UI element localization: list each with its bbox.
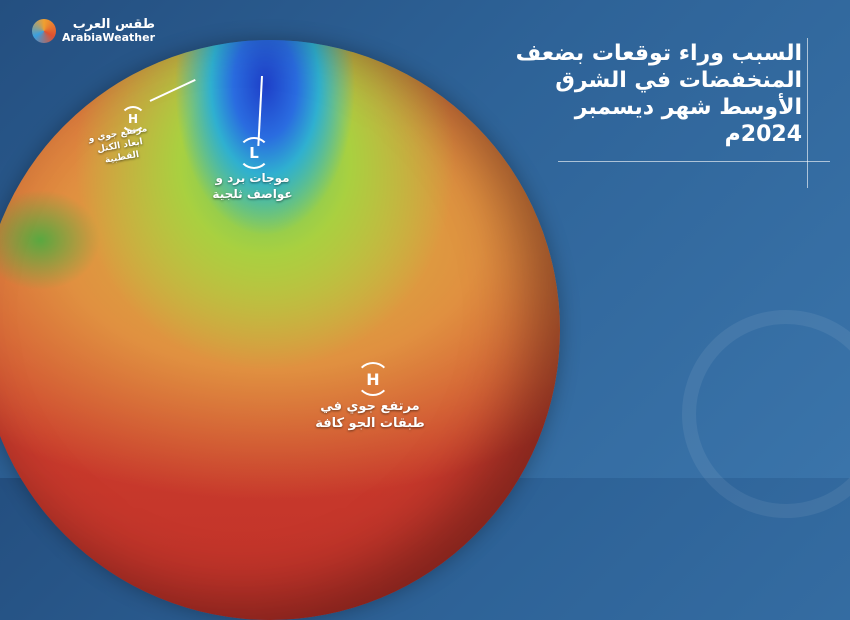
high-south-caption: مرتفع جوي في طبقات الجو كافة bbox=[315, 399, 425, 431]
logo-arabic: طقس العرب bbox=[72, 17, 156, 32]
divider-vertical bbox=[807, 38, 808, 188]
sun-logo-icon bbox=[32, 18, 56, 43]
divider-horizontal bbox=[558, 161, 830, 162]
low-pressure-icon: L bbox=[238, 137, 270, 169]
temperature-anomaly-globe-map bbox=[0, 40, 560, 620]
low-caption: موجات برد و عواصف ثلجية bbox=[212, 171, 293, 201]
logo-english: ArabiaWeather bbox=[62, 30, 156, 44]
watermark-compass-logo bbox=[682, 310, 850, 518]
high-pressure-north-icon: H bbox=[120, 106, 146, 132]
arabiaweather-logo: طقس العرب ArabiaWeather bbox=[32, 18, 155, 43]
headline: السبب وراء توقعات بضعف المنخفضات في الشر… bbox=[515, 41, 802, 147]
high-pressure-south-icon: H bbox=[356, 362, 390, 396]
